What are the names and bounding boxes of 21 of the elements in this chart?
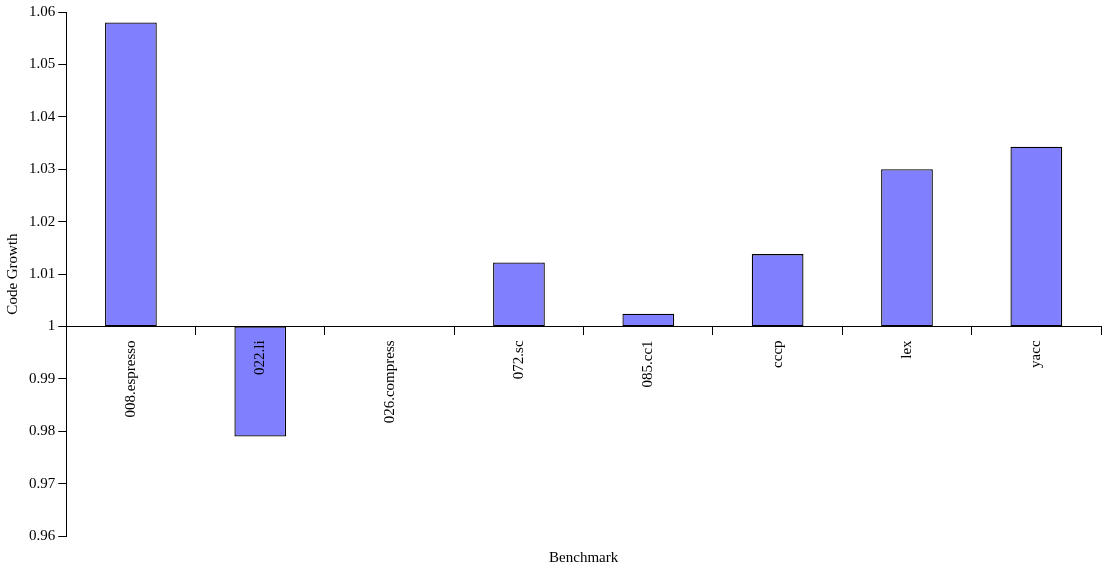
x-tick-label: 085.cc1 — [639, 340, 656, 388]
y-tick-label: 1.03 — [29, 160, 56, 177]
y-tick-label: 0.99 — [29, 369, 56, 386]
y-tick-label: 1.02 — [29, 212, 56, 229]
x-axis-title: Benchmark — [549, 549, 619, 566]
x-tick-label: lex — [897, 339, 914, 359]
y-tick-label: 0.96 — [29, 526, 56, 543]
x-tick-label: 026.compress — [380, 340, 397, 424]
x-tick-label: 072.sc — [509, 340, 526, 380]
y-tick-label: 1.01 — [29, 264, 56, 281]
x-tick-label: yacc — [1027, 340, 1044, 368]
x-tick-label: cccp — [768, 340, 785, 368]
y-tick-label: 1 — [47, 317, 56, 334]
x-tick-label: 008.espresso — [121, 340, 138, 418]
y-tick-label: 1.04 — [29, 107, 56, 124]
y-tick-label: 1.06 — [29, 2, 56, 19]
x-tick-label: 022.li — [251, 340, 268, 375]
y-tick-label: 0.98 — [29, 422, 56, 439]
y-axis-title: Code Growth — [3, 232, 20, 315]
y-tick-label: 1.05 — [29, 55, 56, 72]
y-tick-label: 0.97 — [29, 474, 56, 491]
